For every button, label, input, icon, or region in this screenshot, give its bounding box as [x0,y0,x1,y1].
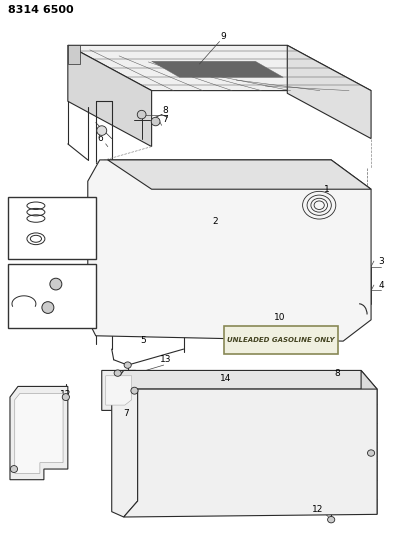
Text: 2: 2 [213,217,218,225]
Polygon shape [68,45,80,64]
Ellipse shape [328,516,335,523]
Text: 11: 11 [40,446,51,455]
Text: 5: 5 [141,336,146,344]
Text: 16: 16 [64,233,75,241]
Ellipse shape [131,387,138,394]
Polygon shape [68,45,371,91]
Polygon shape [152,61,283,77]
Text: UNLEADED GASOLINE ONLY: UNLEADED GASOLINE ONLY [227,337,335,343]
Ellipse shape [62,393,69,401]
Text: 12: 12 [60,390,71,399]
Polygon shape [361,370,377,514]
Text: 7: 7 [123,409,128,417]
Ellipse shape [42,302,54,313]
Text: 13: 13 [160,356,171,364]
Ellipse shape [50,278,62,290]
Text: 3: 3 [378,257,384,265]
Text: 8314 6500: 8314 6500 [8,5,73,14]
Polygon shape [287,45,371,139]
Ellipse shape [151,117,160,126]
Text: 8: 8 [163,106,168,115]
Ellipse shape [137,110,146,119]
Text: 4: 4 [378,281,384,289]
Polygon shape [112,370,377,389]
Text: 1: 1 [324,185,330,193]
Text: 12: 12 [312,505,323,513]
Ellipse shape [124,362,131,368]
Polygon shape [112,386,138,517]
FancyBboxPatch shape [8,264,96,328]
Polygon shape [88,160,371,341]
Text: 8: 8 [334,369,340,377]
Text: 18: 18 [70,304,81,312]
Polygon shape [68,45,152,147]
Text: 17: 17 [80,269,91,277]
FancyBboxPatch shape [224,326,338,354]
Text: 10: 10 [274,313,285,321]
Ellipse shape [114,370,121,376]
Text: 7: 7 [163,116,168,124]
Polygon shape [102,370,136,410]
Polygon shape [10,386,68,480]
Text: 14: 14 [220,374,231,383]
Polygon shape [106,376,132,405]
Ellipse shape [367,450,375,456]
Text: 15: 15 [64,217,75,225]
Text: 6: 6 [97,134,103,143]
Text: 8: 8 [123,384,128,392]
Ellipse shape [10,466,18,473]
Polygon shape [124,389,377,517]
Text: 19: 19 [18,295,30,304]
FancyBboxPatch shape [8,197,96,259]
Ellipse shape [97,126,107,135]
Polygon shape [15,393,63,473]
Text: 9: 9 [221,32,226,41]
Polygon shape [108,160,371,189]
